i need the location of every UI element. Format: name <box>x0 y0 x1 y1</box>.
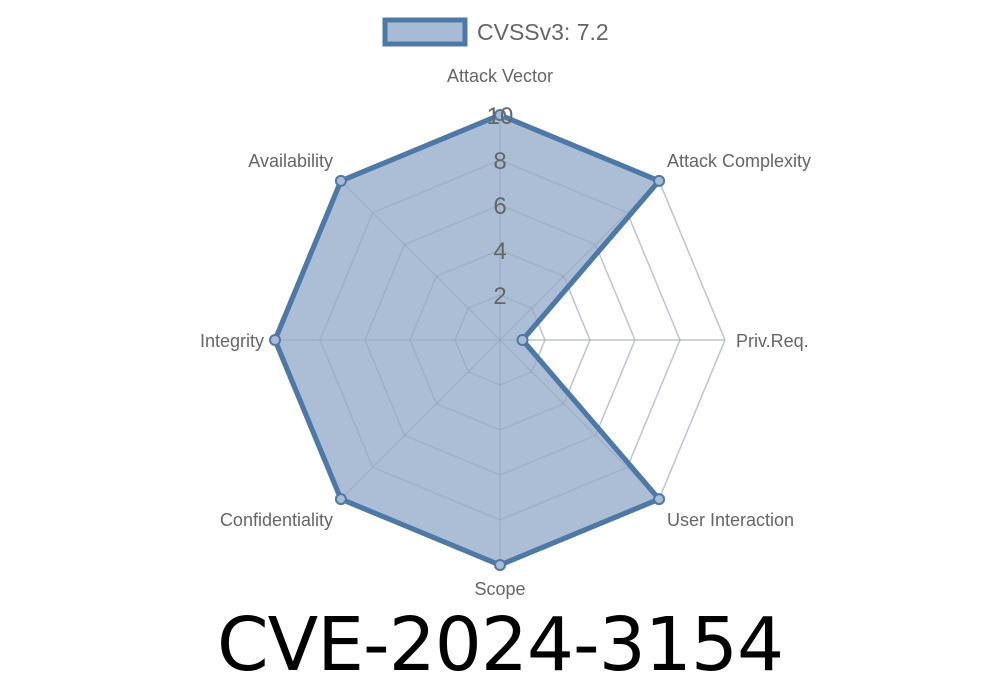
axis-label: Scope <box>474 579 525 599</box>
data-point <box>653 174 666 187</box>
legend-label: CVSSv3: 7.2 <box>477 19 609 45</box>
tick-label: 10 <box>487 103 514 130</box>
axis-label: Availability <box>248 151 333 171</box>
axis-label: Priv.Req. <box>736 331 809 351</box>
axis-label: Confidentiality <box>220 510 333 530</box>
tick-label: 2 <box>493 283 506 310</box>
axis-label: Attack Vector <box>447 66 553 86</box>
data-point <box>494 559 506 571</box>
axis-label: Attack Complexity <box>667 151 811 171</box>
data-point <box>334 174 347 187</box>
data-point <box>494 109 506 121</box>
axis-label: Integrity <box>200 331 264 351</box>
grid-ring-overlay <box>319 159 681 521</box>
data-point <box>653 493 666 506</box>
tick-label: 8 <box>493 148 506 175</box>
tick-label: 4 <box>493 238 506 265</box>
data-point <box>334 493 347 506</box>
grid-spoke-overlay <box>499 339 660 500</box>
legend-swatch <box>382 17 468 47</box>
grid-ring-overlay <box>364 204 636 476</box>
tick-label: 6 <box>493 193 506 220</box>
grid-ring-overlay <box>409 249 591 431</box>
page-title: CVE-2024-3154 <box>216 602 784 688</box>
grid-spoke-overlay <box>340 339 501 500</box>
grid-spoke-overlay <box>499 180 660 341</box>
data-point <box>269 334 281 346</box>
axis-label: User Interaction <box>667 510 794 530</box>
grid-ring-overlay <box>454 294 546 386</box>
data-point <box>516 334 529 346</box>
grid-spoke-overlay <box>340 180 501 341</box>
